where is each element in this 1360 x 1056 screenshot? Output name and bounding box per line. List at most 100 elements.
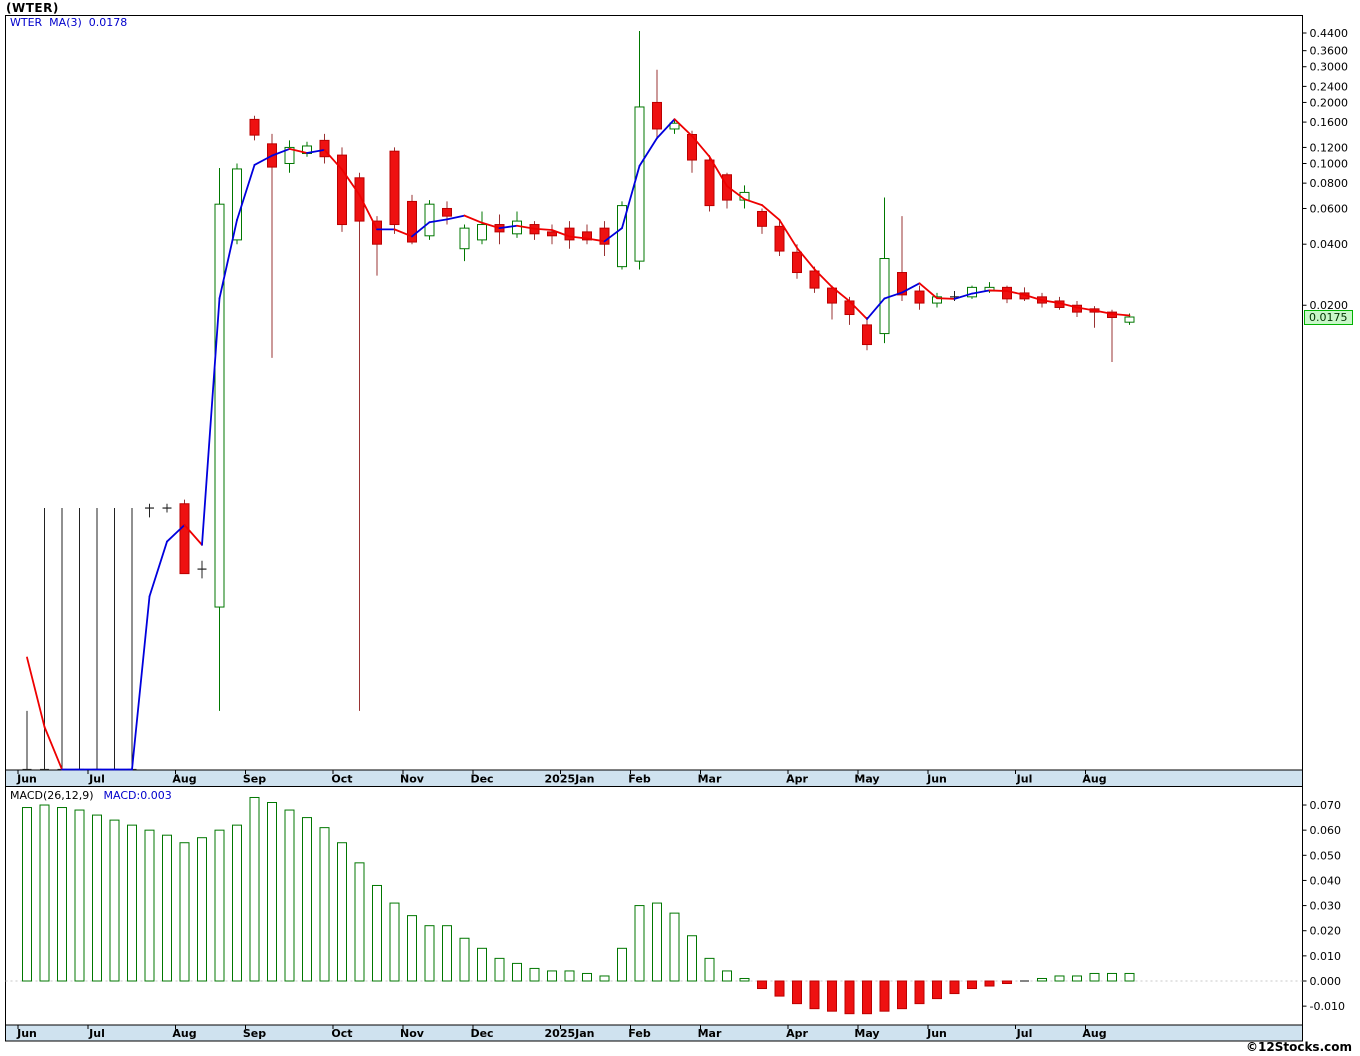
macd-bar [844,980,855,1015]
month-label: May [854,1027,879,1040]
ma-line-segment [866,297,886,320]
ma-line-segment [358,194,378,231]
macd-bar [22,807,32,982]
ma-line-segment [901,282,921,294]
month-label: Feb [628,1027,651,1040]
macd-bar [127,824,137,982]
ma-line-segment [883,291,903,300]
month-label: Oct [331,1027,352,1040]
candle-body [232,168,242,241]
candle-body [372,220,382,245]
ma-line-segment [603,227,623,243]
ma-line-segment [236,164,256,221]
macd-bar [494,957,505,982]
macd-bar [967,980,977,990]
price-axis-label: 0.0200 [1310,299,1349,312]
ma-line-segment [446,214,466,221]
ma-line-segment [516,224,536,230]
macd-bar [687,935,697,982]
macd-bar [39,804,50,982]
macd-axis-label: 0.030 [1310,900,1342,913]
ma-line-segment [481,221,501,230]
ma-line-segment [288,148,308,154]
price-axis-label: 0.1200 [1310,141,1349,154]
ma-line-segment [1006,290,1026,296]
macd-bar [512,962,522,982]
macd-bar [302,817,312,982]
ma-line-segment [1111,312,1131,317]
macd-bar [617,947,627,982]
macd-axis-label: 0.070 [1310,799,1342,812]
macd-bar [74,809,85,982]
price-axis-label: 0.0400 [1310,238,1349,251]
candle-body [669,122,680,130]
candle-body [337,154,347,226]
macd-bar [407,915,417,982]
ma-line-segment [271,148,291,157]
ma-line-segment [411,221,431,238]
month-label: Nov [400,1027,425,1040]
ma-line-segment [551,229,571,238]
macd-bar [704,957,715,982]
ma-line-segment [813,268,833,288]
macd-bar [197,837,207,982]
macd-bar [984,980,995,987]
macd-bar [722,970,732,982]
candle-body [652,101,662,130]
month-strip-top [5,769,1303,787]
macd-axis-label: 0.000 [1310,975,1342,988]
macd-bar [1107,972,1117,982]
watermark-link[interactable]: ©12Stocks.com [1246,1040,1352,1054]
macd-bar [582,972,592,982]
macd-bar [442,925,452,982]
candle-body [774,225,785,252]
candle-body [477,224,487,241]
candle-body [249,118,260,136]
ma-line-segment [988,289,1008,292]
macd-bar [477,947,487,982]
macd-bar [162,834,172,982]
price-legend: WTER MA(3) 0.0178 [10,16,128,29]
ma-line-segment [673,118,693,137]
macd-bar [109,819,120,982]
ma-line-segment [971,289,991,295]
macd-axis-label: -0.010 [1310,1000,1345,1013]
month-label: Jun [16,773,37,786]
macd-bar [792,980,802,1005]
candle-body [914,290,925,304]
ma-line-segment [201,297,221,546]
candle-body [617,205,627,268]
ma-line-segment [218,219,238,300]
candle-body [547,231,557,237]
ma-line-segment [848,300,868,320]
ma-line-segment [1093,309,1113,315]
macd-bar [879,980,890,1012]
month-label: May [854,773,879,786]
month-label: Aug [172,773,196,786]
ma-line-segment [586,237,606,243]
macd-bar [232,824,242,982]
month-label: Dec [470,1027,493,1040]
price-axis-label: 0.1600 [1310,116,1349,129]
macd-bar [547,970,557,982]
candle-body [582,231,592,241]
candle-body [389,150,400,226]
ma-line-segment [323,149,343,171]
ma-line-segment [341,168,361,196]
month-label: Mar [698,1027,722,1040]
macd-bar [249,796,260,982]
macd-bar [1054,975,1065,982]
macd-legend-value: MACD:0.003 [103,789,172,802]
macd-legend-params: MACD(26,12,9) [10,789,94,802]
ma-line-segment [1058,302,1078,309]
month-label: Nov [400,773,425,786]
macd-axis-label: 0.040 [1310,874,1342,887]
candle-body [564,227,575,241]
macd-bar [862,980,872,1015]
macd-bar [827,980,837,1012]
macd-bar [179,842,190,982]
month-label: Jun [926,773,947,786]
candle-body [512,220,522,235]
candle-body [284,146,295,164]
